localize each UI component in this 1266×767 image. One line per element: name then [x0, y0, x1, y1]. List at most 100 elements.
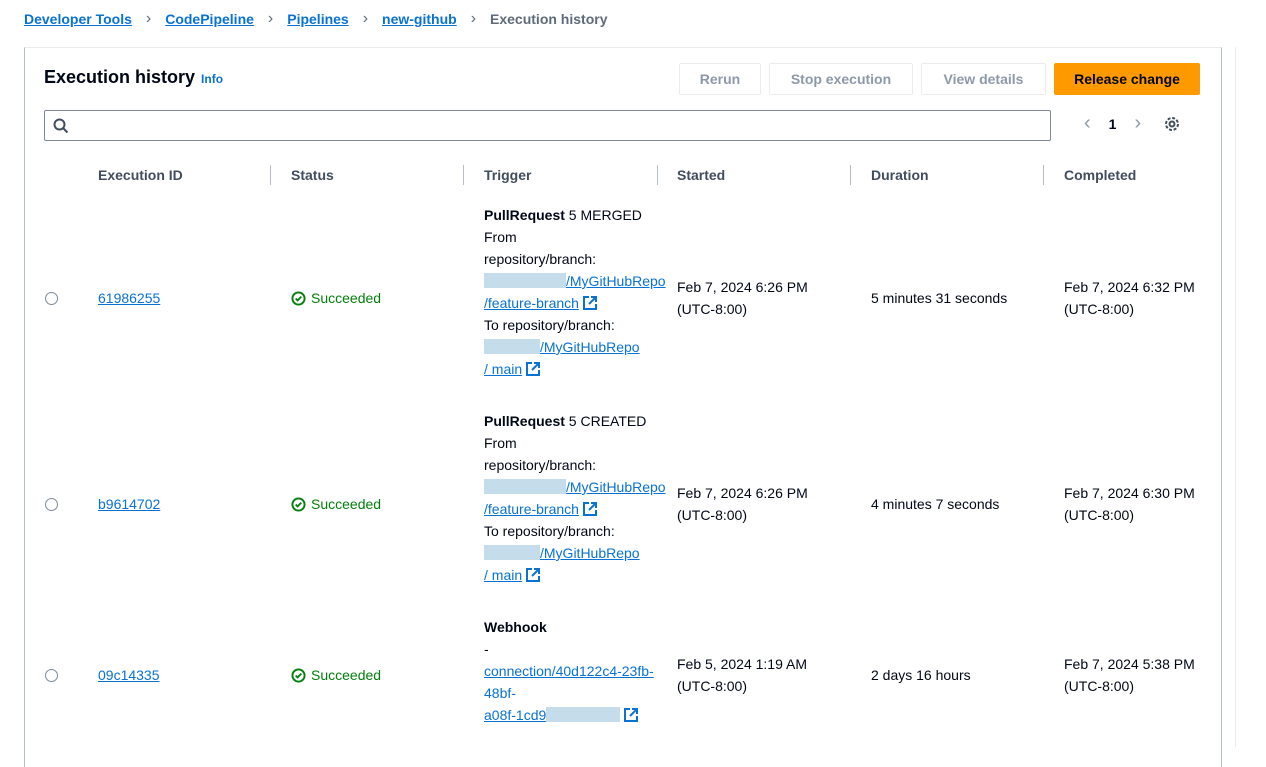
execution-id-link[interactable]: 61986255 [98, 290, 161, 306]
started-timezone: (UTC-8:00) [677, 678, 748, 694]
external-link-icon [526, 568, 541, 582]
column-divider[interactable] [270, 165, 271, 185]
divider [1235, 47, 1236, 747]
breadcrumb-current: Execution history [490, 11, 608, 27]
breadcrumb-codepipeline[interactable]: CodePipeline [165, 11, 254, 27]
info-link[interactable]: Info [201, 72, 224, 86]
redacted-block [484, 545, 540, 560]
status-text: Succeeded [311, 496, 382, 512]
external-link-icon [526, 362, 541, 376]
duration-cell: 4 minutes 7 seconds [871, 496, 1000, 512]
started-cell: Feb 7, 2024 6:26 PM (UTC-8:00) [677, 276, 808, 320]
chevron-right-icon: › [267, 10, 274, 27]
breadcrumb-pipelines[interactable]: Pipelines [287, 11, 349, 27]
from-label: repository/branch: [484, 251, 597, 267]
completed-timezone: (UTC-8:00) [1064, 301, 1135, 317]
started-date: Feb 7, 2024 6:26 PM [677, 485, 808, 501]
source-repo-link[interactable]: /MyGitHubRepo [484, 479, 666, 495]
pagination: ‹ 1 › [1084, 112, 1181, 135]
from-label: From [484, 229, 517, 245]
column-header-duration[interactable]: Duration [871, 167, 929, 183]
redacted-block [484, 479, 566, 494]
page-title: Execution history Info [44, 67, 223, 88]
trigger-cell: PullRequest 5 CREATED From repository/br… [484, 410, 666, 586]
completed-date: Feb 7, 2024 6:30 PM [1064, 485, 1195, 501]
external-link-icon [582, 502, 597, 516]
redacted-block [484, 339, 540, 354]
view-details-button[interactable]: View details [921, 63, 1046, 95]
external-link-icon [624, 708, 639, 722]
started-timezone: (UTC-8:00) [677, 507, 748, 523]
completed-timezone: (UTC-8:00) [1064, 678, 1135, 694]
table-row: b9614702 Succeeded Feb 7, 2024 6:26 PM (U… [25, 410, 1221, 598]
column-header-execution-id[interactable]: Execution ID [98, 167, 183, 183]
target-repo-link[interactable]: /MyGitHubRepo [484, 339, 640, 355]
completed-timezone: (UTC-8:00) [1064, 507, 1135, 523]
started-date: Feb 5, 2024 1:19 AM [677, 656, 807, 672]
execution-history-panel [24, 47, 1222, 767]
execution-id-link[interactable]: b9614702 [98, 496, 161, 512]
execution-id-link[interactable]: 09c14335 [98, 667, 160, 683]
started-cell: Feb 7, 2024 6:26 PM (UTC-8:00) [677, 482, 808, 526]
completed-cell: Feb 7, 2024 6:32 PM (UTC-8:00) [1064, 276, 1195, 320]
table-row: 61986255 Succeeded Feb 7, 2024 6:26 PM (U… [25, 204, 1221, 392]
chevron-right-icon: › [470, 10, 477, 27]
row-select-radio[interactable] [45, 669, 58, 682]
row-select-radio[interactable] [45, 498, 58, 511]
connection-link[interactable]: connection/40d122c4-23fb- 48bf-a08f-1cd9 [484, 663, 654, 723]
column-header-status[interactable]: Status [291, 167, 334, 183]
table-row: 09c14335 Succeeded Feb 5, 2024 1:19 AM (U… [25, 616, 1221, 734]
redacted-block [484, 273, 566, 288]
target-repo-link[interactable]: /MyGitHubRepo [484, 545, 640, 561]
previous-page-icon[interactable]: ‹ [1084, 112, 1091, 134]
column-divider[interactable] [463, 165, 464, 185]
trigger-detail: 5 MERGED [568, 207, 642, 223]
release-change-button[interactable]: Release change [1054, 63, 1200, 95]
source-repo-link[interactable]: /MyGitHubRepo [484, 273, 666, 289]
from-label: From [484, 435, 517, 451]
chevron-right-icon: › [362, 10, 369, 27]
source-branch-link[interactable]: /feature-branch [484, 295, 597, 311]
gear-icon[interactable] [1163, 115, 1181, 133]
source-branch-link[interactable]: /feature-branch [484, 501, 597, 517]
to-label: To repository/branch: [484, 317, 615, 333]
redacted-block [546, 707, 621, 722]
status-text: Succeeded [311, 667, 382, 683]
column-header-started[interactable]: Started [677, 167, 726, 183]
status-badge: Succeeded [291, 664, 381, 686]
row-select-radio[interactable] [45, 292, 58, 305]
search-input[interactable] [44, 110, 1051, 141]
stop-execution-button[interactable]: Stop execution [769, 63, 913, 95]
next-page-icon[interactable]: › [1134, 112, 1142, 134]
column-header-trigger[interactable]: Trigger [484, 167, 532, 183]
external-link-icon [582, 296, 597, 310]
completed-cell: Feb 7, 2024 5:38 PM (UTC-8:00) [1064, 653, 1195, 697]
success-check-icon [291, 496, 306, 512]
rerun-button[interactable]: Rerun [679, 63, 761, 95]
column-header-completed[interactable]: Completed [1064, 167, 1137, 183]
started-cell: Feb 5, 2024 1:19 AM (UTC-8:00) [677, 653, 807, 697]
column-divider[interactable] [1043, 165, 1044, 185]
column-divider[interactable] [657, 165, 658, 185]
status-badge: Succeeded [291, 287, 381, 309]
title-text: Execution history [44, 67, 196, 87]
breadcrumb: Developer Tools › CodePipeline › Pipelines… [24, 10, 607, 28]
breadcrumb-new-github[interactable]: new-github [382, 11, 457, 27]
trigger-cell: Webhook - connection/40d122c4-23fb- 48bf-… [484, 616, 654, 726]
trigger-cell: PullRequest 5 MERGED From repository/bra… [484, 204, 666, 380]
target-branch-link[interactable]: / main [484, 361, 541, 377]
breadcrumb-developer-tools[interactable]: Developer Tools [24, 11, 132, 27]
status-text: Succeeded [311, 290, 382, 306]
page-number[interactable]: 1 [1108, 115, 1117, 132]
trigger-type: PullRequest [484, 207, 565, 223]
trigger-type: PullRequest [484, 413, 565, 429]
success-check-icon [291, 290, 306, 306]
started-date: Feb 7, 2024 6:26 PM [677, 279, 808, 295]
target-branch-link[interactable]: / main [484, 567, 541, 583]
completed-cell: Feb 7, 2024 6:30 PM (UTC-8:00) [1064, 482, 1195, 526]
duration-cell: 5 minutes 31 seconds [871, 290, 1008, 306]
trigger-dash: - [484, 641, 489, 657]
started-timezone: (UTC-8:00) [677, 301, 748, 317]
status-badge: Succeeded [291, 493, 381, 515]
column-divider[interactable] [850, 165, 851, 185]
